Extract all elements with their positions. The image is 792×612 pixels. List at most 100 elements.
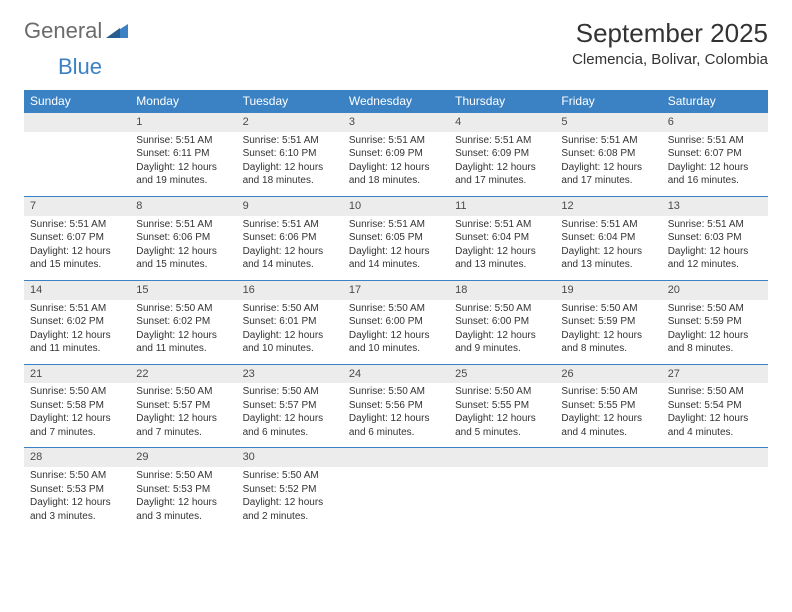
day-number-cell xyxy=(555,448,661,467)
day-info-cell: Sunrise: 5:51 AMSunset: 6:09 PMDaylight:… xyxy=(343,132,449,197)
day-info-line: Sunset: 6:04 PM xyxy=(455,231,549,245)
day-info-line: Daylight: 12 hours xyxy=(455,329,549,343)
day-info-line: Sunrise: 5:51 AM xyxy=(561,218,655,232)
day-number-cell xyxy=(662,448,768,467)
day-info-line: Sunrise: 5:50 AM xyxy=(243,385,337,399)
day-info-line: and 7 minutes. xyxy=(136,426,230,440)
day-number-row: 123456 xyxy=(24,113,768,132)
day-info-line: Sunset: 5:52 PM xyxy=(243,483,337,497)
day-info-line: and 6 minutes. xyxy=(349,426,443,440)
day-info-line: and 19 minutes. xyxy=(136,174,230,188)
day-info-line: Sunrise: 5:50 AM xyxy=(136,385,230,399)
day-info-line: Sunrise: 5:51 AM xyxy=(561,134,655,148)
day-info-line: and 16 minutes. xyxy=(668,174,762,188)
day-info-line: Sunrise: 5:51 AM xyxy=(349,134,443,148)
day-info-line: and 17 minutes. xyxy=(561,174,655,188)
day-info-line: Daylight: 12 hours xyxy=(136,496,230,510)
day-info-cell: Sunrise: 5:50 AMSunset: 6:02 PMDaylight:… xyxy=(130,300,236,365)
day-info-line: Sunset: 6:01 PM xyxy=(243,315,337,329)
day-number-cell: 7 xyxy=(24,196,130,215)
day-info-line: Daylight: 12 hours xyxy=(668,245,762,259)
day-info-line: Sunrise: 5:50 AM xyxy=(668,302,762,316)
day-info-line: Sunrise: 5:50 AM xyxy=(561,302,655,316)
day-number-cell: 13 xyxy=(662,196,768,215)
day-info-line: and 8 minutes. xyxy=(668,342,762,356)
day-info-line: Sunset: 6:02 PM xyxy=(30,315,124,329)
day-number-cell: 28 xyxy=(24,448,130,467)
day-info-line: and 4 minutes. xyxy=(561,426,655,440)
day-info-line: Sunrise: 5:51 AM xyxy=(30,302,124,316)
day-info-line: Sunset: 6:02 PM xyxy=(136,315,230,329)
day-info-cell: Sunrise: 5:50 AMSunset: 6:00 PMDaylight:… xyxy=(343,300,449,365)
day-number-cell: 23 xyxy=(237,364,343,383)
day-info-cell: Sunrise: 5:50 AMSunset: 6:00 PMDaylight:… xyxy=(449,300,555,365)
day-info-line: Daylight: 12 hours xyxy=(561,245,655,259)
day-info-line: Daylight: 12 hours xyxy=(243,496,337,510)
day-number-cell: 25 xyxy=(449,364,555,383)
day-info-line: Sunset: 5:57 PM xyxy=(136,399,230,413)
day-number-cell: 22 xyxy=(130,364,236,383)
day-info-cell: Sunrise: 5:51 AMSunset: 6:03 PMDaylight:… xyxy=(662,216,768,281)
day-info-cell: Sunrise: 5:51 AMSunset: 6:05 PMDaylight:… xyxy=(343,216,449,281)
day-info-line: Sunset: 5:57 PM xyxy=(243,399,337,413)
day-info-line: Sunset: 6:06 PM xyxy=(243,231,337,245)
day-header: Wednesday xyxy=(343,90,449,113)
day-info-line: Sunrise: 5:50 AM xyxy=(349,302,443,316)
day-number-cell: 26 xyxy=(555,364,661,383)
day-info-line: Daylight: 12 hours xyxy=(561,329,655,343)
day-info-line: and 11 minutes. xyxy=(30,342,124,356)
logo: General xyxy=(24,18,128,44)
day-number-cell: 27 xyxy=(662,364,768,383)
day-info-cell: Sunrise: 5:50 AMSunset: 5:57 PMDaylight:… xyxy=(130,383,236,448)
day-info-line: Sunset: 6:04 PM xyxy=(561,231,655,245)
day-info-cell: Sunrise: 5:50 AMSunset: 5:59 PMDaylight:… xyxy=(662,300,768,365)
day-info-cell xyxy=(662,467,768,531)
day-info-line: and 7 minutes. xyxy=(30,426,124,440)
day-info-line: Sunset: 6:09 PM xyxy=(455,147,549,161)
day-number-cell: 10 xyxy=(343,196,449,215)
day-info-cell: Sunrise: 5:50 AMSunset: 5:53 PMDaylight:… xyxy=(130,467,236,531)
day-info-line: and 10 minutes. xyxy=(349,342,443,356)
day-info-line: Daylight: 12 hours xyxy=(243,412,337,426)
day-info-line: Daylight: 12 hours xyxy=(30,245,124,259)
day-info-cell: Sunrise: 5:51 AMSunset: 6:06 PMDaylight:… xyxy=(237,216,343,281)
day-info-line: and 9 minutes. xyxy=(455,342,549,356)
day-info-cell: Sunrise: 5:50 AMSunset: 5:56 PMDaylight:… xyxy=(343,383,449,448)
day-number-cell: 15 xyxy=(130,280,236,299)
day-info-line: Daylight: 12 hours xyxy=(136,245,230,259)
day-number-row: 282930 xyxy=(24,448,768,467)
day-info-line: Sunrise: 5:51 AM xyxy=(243,218,337,232)
day-info-line: Daylight: 12 hours xyxy=(455,161,549,175)
day-info-row: Sunrise: 5:51 AMSunset: 6:07 PMDaylight:… xyxy=(24,216,768,281)
day-number-cell: 2 xyxy=(237,113,343,132)
day-info-line: Sunset: 5:53 PM xyxy=(136,483,230,497)
day-info-line: Sunrise: 5:51 AM xyxy=(455,218,549,232)
day-number-cell: 16 xyxy=(237,280,343,299)
day-info-line: and 15 minutes. xyxy=(30,258,124,272)
day-info-line: Sunset: 6:00 PM xyxy=(455,315,549,329)
day-info-line: and 13 minutes. xyxy=(561,258,655,272)
day-info-line: and 11 minutes. xyxy=(136,342,230,356)
day-info-cell: Sunrise: 5:51 AMSunset: 6:09 PMDaylight:… xyxy=(449,132,555,197)
logo-triangle-icon xyxy=(106,18,128,44)
day-info-line: Sunset: 5:56 PM xyxy=(349,399,443,413)
day-info-line: and 14 minutes. xyxy=(243,258,337,272)
day-info-line: and 18 minutes. xyxy=(349,174,443,188)
day-number-cell: 24 xyxy=(343,364,449,383)
day-info-line: Sunset: 5:55 PM xyxy=(455,399,549,413)
day-number-cell: 6 xyxy=(662,113,768,132)
day-header: Monday xyxy=(130,90,236,113)
day-info-line: Sunset: 5:59 PM xyxy=(561,315,655,329)
day-number-cell: 8 xyxy=(130,196,236,215)
day-info-line: Daylight: 12 hours xyxy=(349,245,443,259)
day-info-line: Daylight: 12 hours xyxy=(349,161,443,175)
day-info-line: Sunrise: 5:51 AM xyxy=(349,218,443,232)
day-info-cell: Sunrise: 5:51 AMSunset: 6:07 PMDaylight:… xyxy=(662,132,768,197)
day-info-line: Sunrise: 5:50 AM xyxy=(455,385,549,399)
day-info-cell: Sunrise: 5:50 AMSunset: 5:54 PMDaylight:… xyxy=(662,383,768,448)
day-info-cell: Sunrise: 5:50 AMSunset: 5:59 PMDaylight:… xyxy=(555,300,661,365)
day-info-line: and 3 minutes. xyxy=(136,510,230,524)
day-info-line: Sunrise: 5:50 AM xyxy=(136,469,230,483)
day-info-line: Daylight: 12 hours xyxy=(349,329,443,343)
day-info-cell: Sunrise: 5:50 AMSunset: 6:01 PMDaylight:… xyxy=(237,300,343,365)
